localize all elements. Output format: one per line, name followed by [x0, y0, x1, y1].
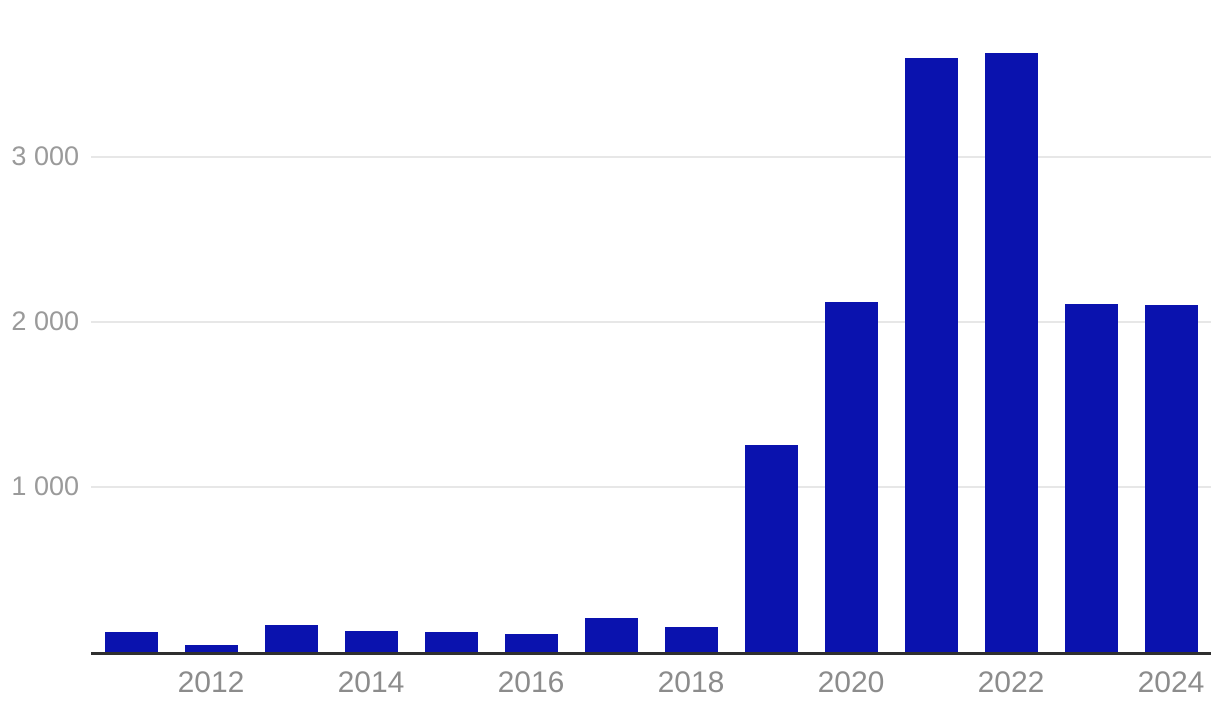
bar-2019[interactable] [745, 445, 798, 652]
bar-2013[interactable] [265, 625, 318, 652]
bar-2021[interactable] [905, 58, 958, 652]
x-tick-label-2020: 2020 [817, 666, 885, 699]
bar-2018[interactable] [665, 627, 718, 652]
x-tick-label-2022: 2022 [977, 666, 1045, 699]
bar-2022[interactable] [985, 53, 1038, 652]
bar-2020[interactable] [825, 302, 878, 652]
bar-2015[interactable] [425, 632, 478, 652]
bar-2023[interactable] [1065, 304, 1118, 652]
x-tick-label-2024: 2024 [1137, 666, 1205, 699]
gridline-3000 [91, 156, 1211, 158]
x-axis-line [91, 652, 1211, 655]
y-tick-label: 1 000 [11, 471, 79, 501]
bar-2012[interactable] [185, 645, 238, 652]
y-tick-label: 3 000 [11, 141, 79, 171]
bar-2017[interactable] [585, 618, 638, 652]
bar-2014[interactable] [345, 631, 398, 652]
gridline-2000 [91, 321, 1211, 323]
x-tick-label-2012: 2012 [177, 666, 245, 699]
gridline-1000 [91, 486, 1211, 488]
x-tick-label-2016: 2016 [497, 666, 565, 699]
bar-2016[interactable] [505, 634, 558, 652]
x-tick-label-2014: 2014 [337, 666, 405, 699]
bar-2024[interactable] [1145, 305, 1198, 652]
bar-2011[interactable] [105, 632, 158, 652]
x-tick-label-2018: 2018 [657, 666, 725, 699]
y-tick-label: 2 000 [11, 306, 79, 336]
